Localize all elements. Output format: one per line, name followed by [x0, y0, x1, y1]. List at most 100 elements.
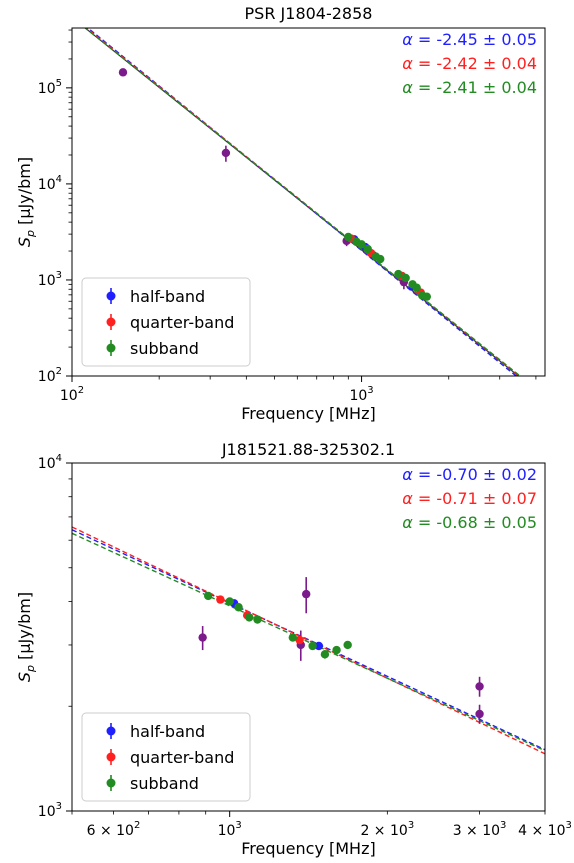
alpha-symbol: α [402, 78, 413, 97]
alpha-value: = -0.70 ± 0.02 [413, 465, 537, 484]
y-tick-label-exponent: 4 [56, 174, 62, 185]
alpha-value: = -2.45 ± 0.05 [413, 30, 537, 49]
series-subband [344, 232, 432, 301]
x-tick-label-base: 10 [349, 388, 367, 404]
alpha-value: = -0.71 ± 0.07 [413, 489, 537, 508]
x-axis-label: Frequency [MHz] [241, 404, 375, 423]
legend-label: half-band [130, 722, 205, 741]
y-tick-label-exponent: 2 [56, 366, 62, 377]
x-minor-tick-label-exponent: 3 [408, 820, 414, 831]
legend-marker [106, 317, 116, 327]
y-tick-label: 103 [38, 270, 62, 289]
fit-lines [72, 526, 545, 755]
fit-lines [84, 28, 522, 376]
y-tick-label: 103 [38, 801, 62, 820]
x-axis-ticks: 102 103 [60, 376, 537, 404]
data-point [118, 68, 128, 77]
legend: half-band quarter-band subband [81, 712, 251, 802]
x-minor-tick-label: 6 × 102 [87, 820, 141, 839]
y-tick-label-exponent: 3 [56, 801, 62, 812]
data-point [198, 633, 207, 642]
data-point [475, 709, 484, 719]
legend-label: subband [130, 339, 199, 358]
data-point [332, 645, 341, 655]
x-minor-tick-label: 4 × 103 [518, 820, 572, 839]
data-point [225, 597, 234, 606]
x-tick-label: 103 [349, 385, 373, 404]
alpha-annotation: α = -0.68 ± 0.05 [402, 513, 537, 532]
chart-title: PSR J1804-2858 [245, 4, 373, 23]
x-tick-label-exponent: 3 [235, 820, 241, 831]
legend-label: half-band [130, 287, 205, 306]
y-axis-label: Sp [μJy/bm] [15, 157, 37, 247]
y-tick-label-base: 10 [38, 804, 56, 820]
data-point [308, 641, 317, 651]
alpha-symbol: α [402, 513, 413, 532]
series-subband [204, 591, 352, 659]
x-tick-label: 103 [218, 820, 242, 839]
data-point [422, 292, 432, 301]
data-point [216, 595, 225, 604]
alpha-value: = -0.68 ± 0.05 [413, 513, 537, 532]
y-axis-label-subscript: p [24, 665, 37, 673]
y-tick-label-exponent: 4 [56, 453, 62, 464]
data-point [302, 589, 311, 599]
alpha-annotation: α = -2.41 ± 0.04 [402, 78, 537, 97]
legend: half-band quarter-band subband [81, 277, 251, 367]
y-tick-label: 105 [38, 78, 62, 97]
y-axis-label-units: [μJy/bm] [15, 157, 34, 230]
legend-box [81, 277, 251, 367]
legend-marker [106, 343, 116, 353]
alpha-annotation: α = -2.42 ± 0.04 [402, 54, 537, 73]
data-point [401, 273, 410, 283]
y-tick-label-base: 10 [38, 273, 56, 289]
x-tick-label: 102 [60, 385, 84, 404]
y-tick-label-base: 10 [38, 177, 56, 193]
data-point [221, 148, 231, 158]
legend-label: subband [130, 774, 199, 793]
data-point [344, 232, 353, 242]
plot-frame [71, 462, 546, 812]
data-point [412, 283, 421, 292]
x-minor-tick-label-exponent: 2 [134, 820, 140, 831]
data-point [234, 603, 243, 612]
y-axis-label-units: [μJy/bm] [15, 592, 34, 665]
alpha-symbol: α [402, 489, 413, 508]
data-point [253, 615, 262, 624]
data-point [357, 240, 366, 249]
x-minor-tick-label-base: 4 × 10 [518, 823, 565, 839]
x-minor-tick-label-base: 6 × 10 [87, 823, 134, 839]
x-minor-tick-label-exponent: 3 [500, 820, 506, 831]
data-point [245, 613, 254, 622]
x-minor-tick-label-base: 3 × 10 [453, 823, 500, 839]
y-tick-label: 104 [38, 174, 62, 193]
alpha-symbol: α [402, 465, 413, 484]
x-tick-label-exponent: 2 [78, 385, 84, 396]
legend-marker [106, 752, 116, 762]
data-point [394, 269, 403, 279]
x-minor-tick-label: 2 × 103 [360, 820, 414, 839]
x-minor-tick-label-exponent: 3 [565, 820, 571, 831]
legend-box [81, 712, 251, 802]
alpha-annotation: α = -2.45 ± 0.05 [402, 30, 537, 49]
fit-line-3 [72, 532, 545, 752]
legend-label: quarter-band [130, 313, 234, 332]
y-tick-label-base: 10 [38, 456, 56, 472]
x-minor-tick-label: 3 × 103 [453, 820, 507, 839]
data-point [475, 682, 484, 691]
alpha-symbol: α [402, 54, 413, 73]
data-point [314, 641, 324, 651]
x-axis-label: Frequency [MHz] [241, 839, 375, 858]
y-axis-label-subscript: p [24, 230, 37, 238]
x-tick-label-base: 10 [218, 823, 236, 839]
y-axis-label-symbol: S [15, 672, 34, 682]
y-tick-label: 102 [38, 366, 62, 385]
x-tick-label-base: 10 [60, 388, 78, 404]
alpha-annotation: α = -0.70 ± 0.02 [402, 465, 537, 484]
y-axis-label-symbol: S [15, 237, 34, 247]
